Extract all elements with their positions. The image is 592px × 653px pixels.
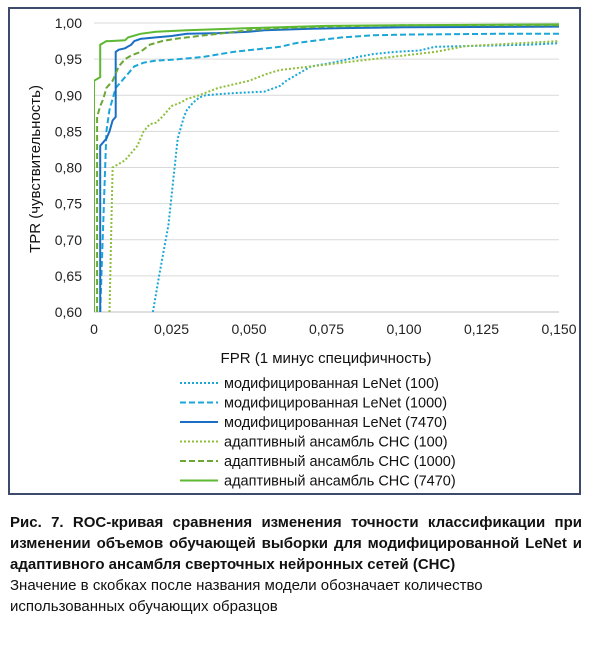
legend-label-1: модифицированная LeNet (100) — [224, 376, 439, 392]
y-tick-label: 0,90 — [55, 87, 82, 103]
x-tick-label: 0,150 — [541, 321, 576, 337]
legend-label-3: модифицированная LeNet (7470) — [224, 415, 447, 431]
legend-label-2: модифицированная LeNet (1000) — [224, 396, 447, 412]
legend: модифицированная LeNet (100) модифицирова… — [180, 376, 456, 490]
caption-note: Значение в скобках после названия модели… — [10, 577, 483, 615]
y-tick-label: 0,85 — [55, 123, 82, 139]
x-axis-title: FPR (1 минус специфичность) — [221, 350, 432, 367]
y-tick-label: 0,75 — [55, 196, 82, 212]
figure-caption: Рис. 7. ROC-кривая сравнения изменения т… — [10, 512, 582, 617]
series-line-3 — [99, 25, 559, 312]
y-tick-label: 1,00 — [55, 15, 82, 31]
series-line-1 — [151, 42, 559, 312]
y-tick-label: 0,80 — [55, 160, 82, 176]
x-tick-label: 0,025 — [154, 321, 189, 337]
x-tick-label: 0,100 — [386, 321, 421, 337]
series-line-4 — [108, 40, 559, 312]
y-tick-label: 0,65 — [55, 268, 82, 284]
x-tick-label: 0,050 — [231, 321, 266, 337]
y-axis-title: TPR (чувствительность) — [27, 85, 44, 253]
y-tick-label: 0,60 — [55, 304, 82, 320]
legend-label-6: адаптивный ансамбль СНС (7470) — [224, 474, 456, 490]
y-tick-label: 0,95 — [55, 51, 82, 67]
x-tick-label: 0,125 — [464, 321, 499, 337]
legend-label-4: адаптивный ансамбль СНС (100) — [224, 435, 448, 451]
series-line-2 — [99, 32, 559, 312]
x-tick-label: 0 — [90, 321, 98, 337]
x-tick-label: 0,075 — [309, 321, 344, 337]
figure-frame: 0,60 0,65 0,70 0,75 0,80 0,85 0,90 0,95 1,00 0 0,0… — [8, 7, 581, 495]
grid-layer — [94, 22, 559, 313]
series-line-6 — [94, 23, 559, 312]
roc-chart: 0,60 0,65 0,70 0,75 0,80 0,85 0,90 0,95 1,00 0 0,0… — [27, 15, 577, 490]
y-tick-label: 0,70 — [55, 232, 82, 248]
axis-layer: 0,60 0,65 0,70 0,75 0,80 0,85 0,90 0,95 1,00 0 0,0… — [55, 15, 577, 337]
caption-title: Рис. 7. ROC-кривая сравнения изменения т… — [10, 514, 582, 573]
series-layer — [94, 23, 559, 312]
legend-label-5: адаптивный ансамбль СНС (1000) — [224, 454, 456, 470]
series-line-5 — [96, 24, 559, 312]
